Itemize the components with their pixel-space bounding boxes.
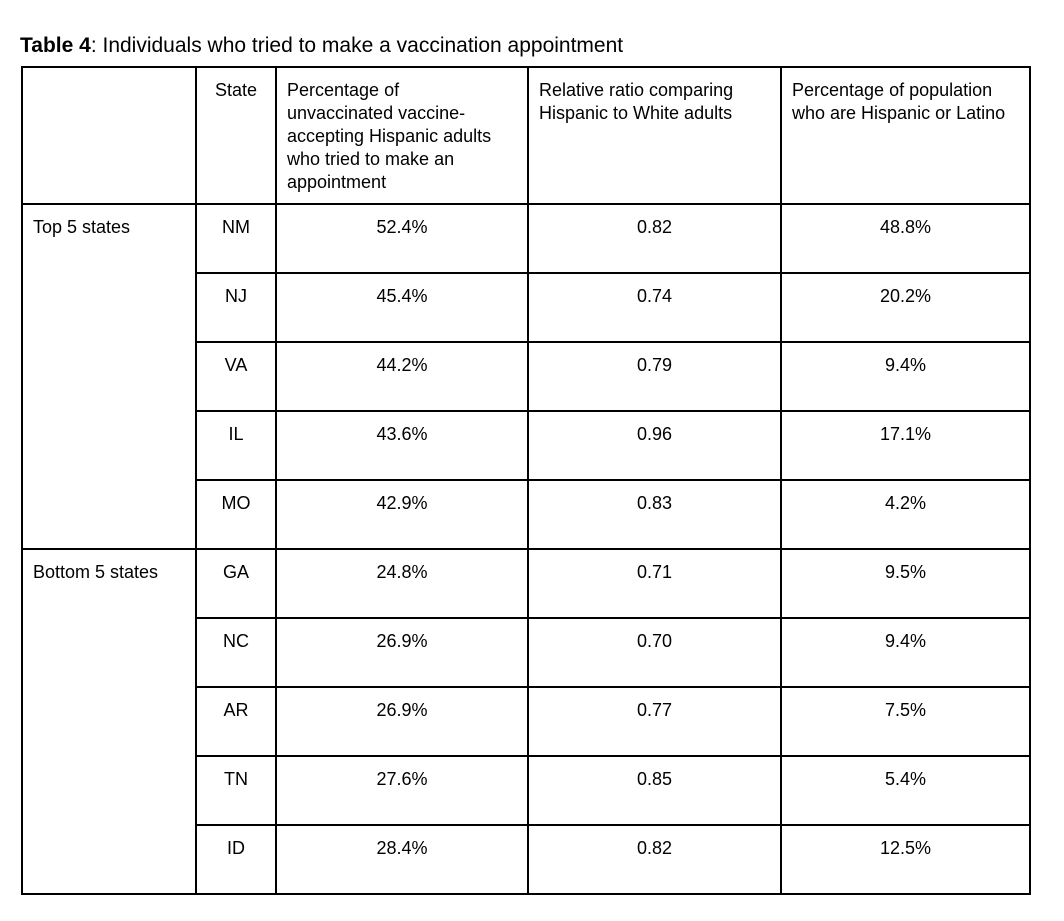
- state-cell: IL: [195, 410, 277, 481]
- state-cell: AR: [195, 686, 277, 757]
- pct-tried-cell: 26.9%: [275, 617, 529, 688]
- state-cell: NC: [195, 617, 277, 688]
- state-cell: GA: [195, 548, 277, 619]
- pct-population-cell: 4.2%: [780, 479, 1031, 550]
- pct-population-cell: 9.5%: [780, 548, 1031, 619]
- state-cell: VA: [195, 341, 277, 412]
- relative-ratio-cell: 0.77: [527, 686, 782, 757]
- state-cell: NJ: [195, 272, 277, 343]
- table-row-id: ID 28.4% 0.82 12.5%: [22, 824, 1031, 895]
- header-pct-population-hispanic: Percentage of population who are Hispani…: [780, 66, 1031, 205]
- pct-tried-cell: 43.6%: [275, 410, 529, 481]
- state-cell: TN: [195, 755, 277, 826]
- relative-ratio-cell: 0.82: [527, 203, 782, 274]
- header-state: State: [195, 66, 277, 205]
- relative-ratio-cell: 0.79: [527, 341, 782, 412]
- pct-tried-cell: 28.4%: [275, 824, 529, 895]
- relative-ratio-cell: 0.71: [527, 548, 782, 619]
- table-row-nm: Top 5 states NM 52.4% 0.82 48.8%: [21, 203, 1031, 550]
- table-caption-number: Table 4: [20, 34, 91, 57]
- pct-tried-cell: 27.6%: [275, 755, 529, 826]
- table-row-ar: AR 26.9% 0.77 7.5%: [22, 686, 1031, 757]
- table-caption-text: : Individuals who tried to make a vaccin…: [90, 34, 624, 57]
- group-label-bottom-5-states: Bottom 5 states: [21, 548, 197, 895]
- pct-tried-cell: 44.2%: [275, 341, 529, 412]
- table-row-tn: TN 27.6% 0.85 5.4%: [22, 755, 1031, 826]
- table-row-mo: MO 42.9% 0.83 4.2%: [22, 479, 1031, 550]
- relative-ratio-cell: 0.74: [527, 272, 782, 343]
- pct-tried-cell: 52.4%: [275, 203, 529, 274]
- vaccination-appointment-table: State Percentage of unvaccinated vaccine…: [21, 66, 1031, 895]
- table-row-ga: Bottom 5 states GA 24.8% 0.71 9.5%: [21, 548, 1031, 895]
- pct-population-cell: 12.5%: [780, 824, 1031, 895]
- header-pct-tried-appointment: Percentage of unvaccinated vaccine-accep…: [275, 66, 529, 205]
- state-cell: NM: [195, 203, 277, 274]
- header-relative-ratio: Relative ratio comparing Hispanic to Whi…: [527, 66, 782, 205]
- relative-ratio-cell: 0.70: [527, 617, 782, 688]
- pct-population-cell: 9.4%: [780, 617, 1031, 688]
- pct-population-cell: 9.4%: [780, 341, 1031, 412]
- pct-tried-cell: 24.8%: [275, 548, 529, 619]
- pct-tried-cell: 45.4%: [275, 272, 529, 343]
- table-row-va: VA 44.2% 0.79 9.4%: [22, 341, 1031, 412]
- pct-population-cell: 48.8%: [780, 203, 1031, 274]
- pct-tried-cell: 42.9%: [275, 479, 529, 550]
- pct-population-cell: 17.1%: [780, 410, 1031, 481]
- relative-ratio-cell: 0.83: [527, 479, 782, 550]
- state-cell: ID: [195, 824, 277, 895]
- header-row: State Percentage of unvaccinated vaccine…: [21, 66, 1031, 205]
- relative-ratio-cell: 0.85: [527, 755, 782, 826]
- relative-ratio-cell: 0.82: [527, 824, 782, 895]
- table-row-il: IL 43.6% 0.96 17.1%: [22, 410, 1031, 481]
- pct-population-cell: 20.2%: [780, 272, 1031, 343]
- table-row-nc: NC 26.9% 0.70 9.4%: [22, 617, 1031, 688]
- pct-tried-cell: 26.9%: [275, 686, 529, 757]
- pct-population-cell: 7.5%: [780, 686, 1031, 757]
- pct-population-cell: 5.4%: [780, 755, 1031, 826]
- relative-ratio-cell: 0.96: [527, 410, 782, 481]
- group-label-top-5-states: Top 5 states: [21, 203, 197, 550]
- state-cell: MO: [195, 479, 277, 550]
- table-caption: Table 4: Individuals who tried to make a…: [20, 33, 623, 59]
- table-row-nj: NJ 45.4% 0.74 20.2%: [22, 272, 1031, 343]
- header-empty-cell: [21, 66, 197, 205]
